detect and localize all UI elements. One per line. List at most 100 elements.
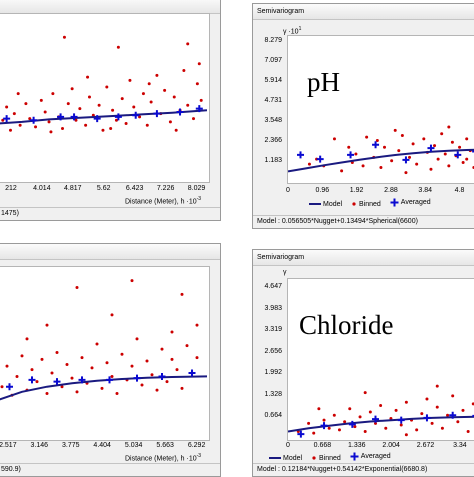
distance-axis-label: Distance (Meter), h ·10-3 <box>125 196 201 205</box>
legend-item-binned: Binned <box>311 455 341 462</box>
binned-point <box>101 128 105 132</box>
binned-point <box>400 133 404 137</box>
binned-point <box>433 144 437 148</box>
binned-point <box>440 132 444 136</box>
model-equation: 1475) <box>0 207 220 220</box>
binned-point <box>363 430 367 434</box>
averaged-point <box>371 415 379 423</box>
averaged-point <box>297 430 305 438</box>
x-tick-label: 0 <box>286 442 290 449</box>
binned-point <box>197 62 201 66</box>
binned-point <box>404 171 408 175</box>
binned-point <box>185 344 189 348</box>
binned-point <box>429 167 433 171</box>
x-tick-label: 3.146 <box>30 442 49 449</box>
x-tick-label: 7.226 <box>156 185 175 192</box>
binned-point <box>397 149 401 153</box>
binned-point <box>435 405 439 409</box>
x-tick-label: 2.88 <box>384 187 398 194</box>
averaged-point <box>6 383 13 391</box>
binned-point <box>446 413 450 417</box>
binned-point <box>443 152 447 156</box>
plus-icon <box>350 452 359 461</box>
y-tick-label: 1.992 <box>264 369 282 377</box>
binned-point <box>383 145 386 149</box>
binned-point <box>332 413 336 417</box>
y-tick-label: 4.731 <box>264 97 282 105</box>
binned-point <box>80 356 84 360</box>
legend-item-binned: Binned <box>351 201 381 208</box>
binned-point <box>447 125 451 129</box>
variable-label-chloride: Chloride <box>299 310 394 340</box>
binned-point <box>128 78 132 82</box>
binned-point <box>430 421 434 425</box>
line-icon <box>269 457 281 459</box>
binned-point <box>348 407 352 411</box>
binned-point <box>0 385 4 389</box>
x-tick-label: 4.404 <box>93 442 111 449</box>
distance-axis-exponent-sup: -3 <box>196 196 202 202</box>
binned-point <box>135 337 139 341</box>
binned-point <box>45 392 49 396</box>
binned-point <box>24 102 28 106</box>
x-tick-label: 2.672 <box>416 442 435 449</box>
y-tick-label: 3.548 <box>264 117 282 125</box>
binned-point <box>70 376 74 380</box>
distance-axis-exponent: ·10 <box>186 455 197 463</box>
binned-point <box>317 407 321 411</box>
binned-point <box>145 359 149 363</box>
binned-point <box>408 155 412 159</box>
line-icon <box>309 203 321 205</box>
x-tick-label: 0.668 <box>313 442 332 449</box>
plot-marks <box>288 384 474 438</box>
legend-label-model: Model <box>283 454 303 462</box>
binned-point <box>379 404 383 408</box>
averaged-point <box>70 113 78 121</box>
averaged-point <box>133 374 141 382</box>
binned-point <box>361 164 365 168</box>
binned-point <box>111 108 115 112</box>
binned-point <box>150 373 154 377</box>
plot-area <box>287 278 474 441</box>
averaged-point <box>53 378 61 386</box>
model-equation: Model : 0.12184*Nugget+0.54142*Exponenti… <box>253 463 474 476</box>
binned-point <box>186 103 190 107</box>
binned-point <box>340 169 344 173</box>
binned-point <box>379 166 383 170</box>
binned-point <box>12 112 16 116</box>
binned-point <box>30 368 34 372</box>
y-tick-label: 1.328 <box>264 390 282 398</box>
binned-point <box>84 123 88 127</box>
binned-point <box>322 418 326 422</box>
binned-point <box>100 386 104 390</box>
model-equation: Model : 0.056505*Nugget+0.13494*Spherica… <box>253 215 474 228</box>
binned-point <box>354 152 358 156</box>
binned-point <box>404 400 408 404</box>
binned-point <box>180 292 184 296</box>
legend-item-model: Model <box>309 201 342 208</box>
binned-point <box>55 351 59 354</box>
y-tick-label: 2.366 <box>264 137 282 145</box>
panel-title: Semivariogram <box>253 250 474 266</box>
averaged-point <box>320 422 328 430</box>
y-axis-unit: γ ·101 <box>283 26 301 35</box>
distance-axis-text: Distance (Meter), h <box>125 198 185 206</box>
x-tick-label: 6.423 <box>125 185 144 192</box>
binned-point <box>132 105 136 109</box>
binned-point <box>78 107 82 111</box>
averaged-point <box>106 376 113 384</box>
x-tick-label: 4.8 <box>454 187 465 194</box>
binned-point <box>145 123 149 127</box>
binned-point <box>91 113 95 117</box>
plot-area <box>0 266 210 441</box>
binned-point <box>394 408 398 412</box>
x-tick-label: 4.817 <box>64 185 82 192</box>
binned-point <box>116 45 120 49</box>
binned-point <box>5 364 9 368</box>
binned-point <box>390 159 394 163</box>
binned-point <box>465 137 469 141</box>
binned-point <box>97 103 101 107</box>
binned-point <box>95 342 99 346</box>
model-curve <box>288 415 474 433</box>
binned-point <box>186 42 190 46</box>
